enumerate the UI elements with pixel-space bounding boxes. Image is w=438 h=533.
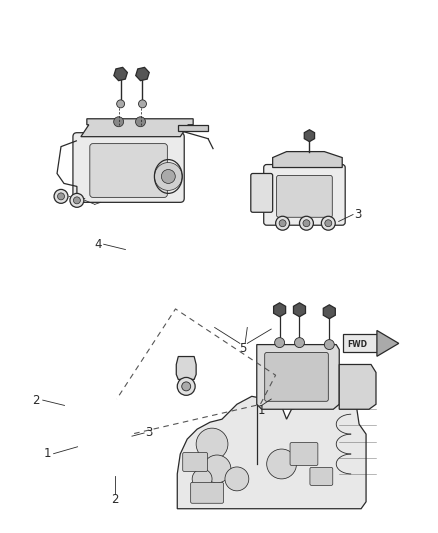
Circle shape xyxy=(203,455,231,483)
Polygon shape xyxy=(178,125,208,131)
Circle shape xyxy=(70,193,84,207)
Circle shape xyxy=(325,220,332,227)
Circle shape xyxy=(225,467,249,491)
Circle shape xyxy=(324,340,334,350)
Polygon shape xyxy=(273,151,342,167)
Text: 2: 2 xyxy=(32,393,40,407)
FancyBboxPatch shape xyxy=(73,133,184,203)
FancyBboxPatch shape xyxy=(90,144,167,197)
FancyBboxPatch shape xyxy=(310,467,333,486)
Circle shape xyxy=(275,337,285,348)
Text: FWD: FWD xyxy=(347,340,367,349)
Text: 3: 3 xyxy=(355,208,362,221)
Circle shape xyxy=(74,197,81,204)
Circle shape xyxy=(300,216,314,230)
Polygon shape xyxy=(257,345,339,409)
Text: 1: 1 xyxy=(43,447,51,460)
Circle shape xyxy=(279,220,286,227)
FancyBboxPatch shape xyxy=(290,442,318,465)
Polygon shape xyxy=(81,119,193,136)
Circle shape xyxy=(267,449,297,479)
Circle shape xyxy=(161,169,175,183)
Circle shape xyxy=(117,100,124,108)
Text: 4: 4 xyxy=(94,238,102,251)
FancyBboxPatch shape xyxy=(191,482,223,503)
Circle shape xyxy=(177,377,195,395)
Text: 5: 5 xyxy=(239,342,247,355)
Circle shape xyxy=(192,469,212,489)
Polygon shape xyxy=(177,384,366,508)
Circle shape xyxy=(303,220,310,227)
FancyBboxPatch shape xyxy=(264,165,345,225)
Text: 2: 2 xyxy=(111,494,118,506)
Circle shape xyxy=(57,193,64,200)
Circle shape xyxy=(114,117,124,127)
Circle shape xyxy=(138,100,146,108)
Circle shape xyxy=(276,216,290,230)
Text: 1: 1 xyxy=(258,404,265,417)
Polygon shape xyxy=(377,330,399,357)
Text: 3: 3 xyxy=(145,426,152,440)
Circle shape xyxy=(294,337,304,348)
FancyBboxPatch shape xyxy=(343,334,377,352)
Circle shape xyxy=(196,428,228,460)
Circle shape xyxy=(54,189,68,203)
Circle shape xyxy=(155,163,182,190)
Circle shape xyxy=(321,216,335,230)
Polygon shape xyxy=(176,357,196,379)
Circle shape xyxy=(135,117,145,127)
Polygon shape xyxy=(339,365,376,409)
FancyBboxPatch shape xyxy=(277,175,332,217)
FancyBboxPatch shape xyxy=(251,173,273,212)
FancyBboxPatch shape xyxy=(183,453,208,471)
FancyBboxPatch shape xyxy=(265,352,328,401)
Circle shape xyxy=(182,382,191,391)
